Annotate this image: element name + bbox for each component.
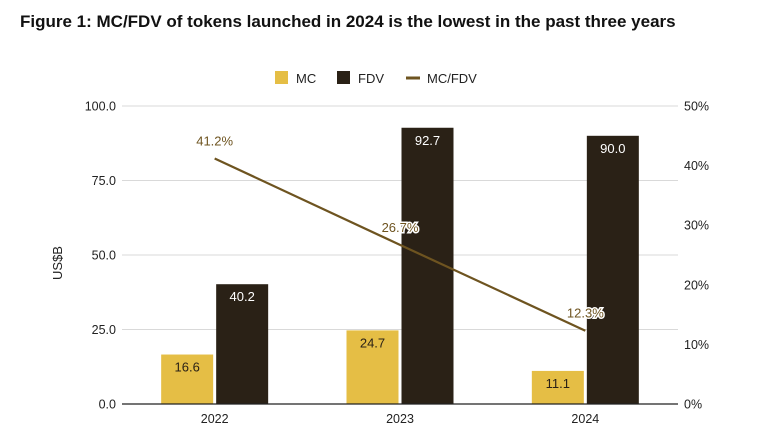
ratio-line: 41.2% 26.7% 12.3% (195, 132, 606, 332)
y2-tick-label: 50% (684, 100, 709, 114)
y2-tick-label: 40% (684, 159, 709, 173)
y-tick-label: 25.0 (92, 323, 116, 337)
ratio-label: 26.7% (382, 220, 419, 235)
y-tick-label: 75.0 (92, 174, 116, 188)
x-tick-label: 2024 (571, 412, 599, 426)
legend-label: FDV (358, 71, 384, 86)
bar-mc-2022 (161, 354, 214, 404)
mc-fdv-line (214, 157, 586, 332)
data-label: 92.7 (415, 133, 440, 148)
y-tick-label: 100.0 (85, 100, 116, 114)
data-label: 16.6 (175, 360, 200, 375)
ratio-label: 41.2% (196, 133, 233, 148)
ratio-label: 12.3% (567, 306, 604, 321)
x-tick-label: 2022 (201, 412, 229, 426)
right-axis: 0% 10% 20% 30% 40% 50% (684, 100, 709, 412)
y-tick-label: 0.0 (99, 398, 116, 412)
y2-tick-label: 0% (684, 398, 702, 412)
legend-swatch (337, 71, 350, 84)
data-label: 40.2 (230, 289, 255, 304)
legend-label: MC (296, 71, 316, 86)
legend-label: MC/FDV (427, 71, 477, 86)
bar-mc-2024 (531, 370, 584, 404)
y-axis-label: US$B (50, 246, 65, 280)
bar-fdv-2022 (216, 284, 269, 404)
data-label: 11.1 (546, 376, 570, 391)
data-label: 90.0 (600, 141, 625, 156)
y2-tick-label: 30% (684, 219, 709, 233)
chart-title: Figure 1: MC/FDV of tokens launched in 2… (20, 12, 676, 31)
bar-mc-2023 (346, 330, 399, 404)
bar-fdv-2024 (586, 135, 639, 405)
x-tick-label: 2023 (386, 412, 414, 426)
left-axis: 0.0 25.0 50.0 75.0 100.0 (85, 100, 116, 412)
legend: MC FDV MC/FDV (275, 71, 477, 86)
x-axis: 2022 2023 2024 (122, 403, 678, 426)
y-tick-label: 50.0 (92, 249, 116, 263)
y2-tick-label: 10% (684, 338, 709, 352)
legend-swatch (275, 71, 288, 84)
data-label: 24.7 (360, 335, 385, 350)
y2-tick-label: 20% (684, 278, 709, 292)
bars: 16.6 40.2 24.7 92.7 11.1 90.0 (161, 127, 639, 405)
